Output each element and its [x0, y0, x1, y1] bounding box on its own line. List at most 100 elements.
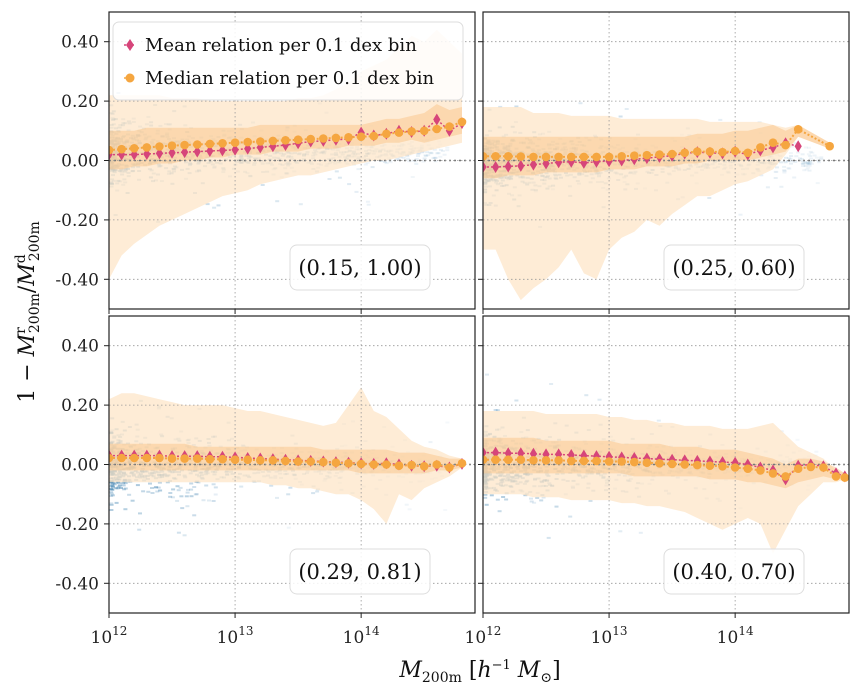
density-cell	[168, 492, 173, 494]
density-cell	[532, 501, 537, 504]
median-point	[630, 457, 639, 467]
median-point	[230, 455, 240, 465]
density-cell	[782, 169, 787, 172]
median-point	[655, 150, 664, 159]
median-point	[432, 460, 442, 469]
density-cell	[426, 154, 431, 157]
median-point	[180, 140, 189, 150]
median-point	[109, 453, 114, 463]
density-cell	[775, 166, 779, 169]
density-cell	[738, 213, 743, 216]
density-cell	[185, 505, 190, 508]
y-axis-title: 1 − Mr200m/Md200m	[13, 221, 43, 403]
median-point	[180, 454, 189, 463]
density-cell	[154, 486, 159, 489]
density-cell	[138, 512, 142, 515]
density-cell	[407, 508, 412, 511]
density-cell	[156, 486, 161, 489]
density-cell	[788, 158, 793, 161]
panel-top-right	[478, 11, 850, 314]
y-tick-label: 0.20	[61, 396, 99, 416]
median-point	[205, 139, 215, 149]
density-cell	[170, 496, 175, 499]
density-cell	[204, 484, 209, 487]
density-cell	[176, 531, 181, 534]
mean-point	[529, 158, 538, 171]
density-cell	[656, 419, 661, 422]
density-cell	[239, 485, 244, 488]
density-cell	[803, 146, 808, 149]
density-cell	[788, 152, 793, 155]
density-cell	[189, 482, 194, 485]
median-point	[503, 455, 513, 465]
density-cell	[806, 161, 811, 164]
median-point	[806, 462, 816, 472]
density-cell	[213, 486, 218, 489]
median-point	[369, 131, 379, 141]
density-cell	[425, 151, 430, 154]
density-cell	[801, 163, 806, 166]
density-cell	[155, 490, 160, 493]
density-cell	[787, 157, 792, 160]
density-cell	[483, 493, 488, 496]
density-cell	[141, 490, 146, 493]
median-point	[756, 143, 765, 152]
density-cell	[405, 155, 410, 158]
density-cell	[119, 487, 123, 489]
density-cell	[110, 481, 115, 484]
density-cell	[773, 177, 778, 179]
density-cell	[432, 157, 437, 160]
density-cell	[311, 492, 316, 495]
y-tick-label: 0.00	[61, 152, 99, 172]
median-point	[491, 455, 500, 465]
median-point	[281, 136, 290, 145]
median-point	[667, 459, 677, 469]
density-cell	[148, 482, 152, 485]
median-point	[680, 460, 689, 469]
density-cell	[337, 176, 342, 179]
density-cell	[185, 491, 190, 494]
median-point	[218, 139, 227, 148]
mean-point	[504, 447, 512, 460]
median-point	[604, 457, 614, 466]
median-point	[768, 469, 778, 478]
median-point	[503, 152, 513, 161]
panel-label-box-3: (0.40, 0.70)	[663, 548, 805, 595]
density-cell	[445, 146, 450, 149]
density-cell	[122, 488, 127, 491]
density-cell	[546, 536, 551, 539]
density-cell	[212, 206, 217, 209]
density-cell	[801, 165, 806, 167]
density-cell	[109, 485, 114, 488]
density-cell	[184, 495, 189, 498]
median-point	[793, 125, 803, 134]
median-point	[331, 458, 341, 468]
density-cell	[298, 203, 303, 206]
median-point	[604, 152, 614, 162]
density-cell	[759, 174, 764, 177]
density-cell	[110, 494, 115, 497]
density-cell	[109, 495, 114, 497]
density-cell	[178, 486, 183, 489]
density-cell	[363, 163, 368, 166]
median-point	[129, 453, 139, 463]
density-cell	[504, 498, 509, 501]
density-cell	[779, 185, 784, 188]
density-cell	[114, 487, 119, 490]
density-cell	[432, 156, 437, 159]
median-point	[680, 148, 689, 158]
x-tick-label: 1013	[217, 624, 254, 648]
density-cell	[799, 158, 804, 160]
density-cell	[802, 169, 807, 172]
density-cell	[110, 485, 115, 488]
median-point	[281, 456, 290, 466]
median-point	[579, 152, 589, 162]
density-cell	[130, 499, 135, 502]
median-point	[541, 152, 551, 162]
median-point	[193, 454, 202, 463]
density-cell	[123, 482, 128, 485]
median-point	[255, 456, 265, 465]
density-cell	[806, 163, 811, 166]
median-point	[319, 457, 328, 467]
